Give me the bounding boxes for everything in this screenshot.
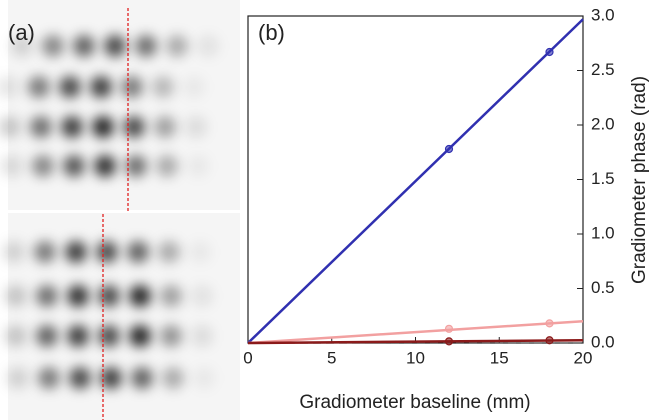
y-tick-label: 0.5 — [591, 278, 615, 297]
fringe-spot — [191, 285, 213, 307]
fringe-spot — [0, 76, 19, 98]
fringe-spot — [34, 241, 56, 263]
data-point — [545, 336, 554, 345]
fringe-spot — [129, 285, 151, 307]
fringe-spot — [98, 285, 120, 307]
fringe-spot — [5, 285, 27, 307]
data-point — [545, 319, 554, 328]
fringe-spot — [59, 76, 81, 98]
x-tick-label: 20 — [574, 348, 593, 367]
fit-line — [247, 339, 584, 345]
panel-label: (b) — [258, 20, 285, 45]
fringe-spot — [11, 35, 33, 57]
fringe-spot — [63, 155, 85, 177]
data-point — [444, 324, 454, 333]
y-tick-label: 1.5 — [591, 169, 615, 188]
fringe-spot — [96, 241, 118, 263]
fringe-spot — [67, 325, 89, 347]
fringe-spot — [0, 116, 21, 138]
fringe-spot — [36, 325, 58, 347]
fringe-spot — [191, 325, 213, 347]
y-tick-label: 2.5 — [591, 60, 615, 79]
fringe-spot — [28, 76, 50, 98]
fringe-spot — [131, 367, 153, 389]
x-tick-label: 0 — [243, 348, 252, 367]
y-tick-label: 0.0 — [591, 332, 615, 351]
image-top — [8, 0, 240, 210]
fringe-spot — [98, 325, 120, 347]
fringe-spot — [67, 285, 89, 307]
fringe-spot — [152, 76, 174, 98]
fringe-spot — [183, 76, 205, 98]
fringe-spot — [38, 367, 60, 389]
fringe-spot — [197, 35, 219, 57]
fringe-spot — [92, 116, 114, 138]
fringe-spot — [3, 241, 25, 263]
fringe-spot — [154, 116, 176, 138]
fringe-spot — [187, 155, 209, 177]
x-axis-label: Gradiometer baseline (mm) — [299, 392, 530, 413]
fringe-spot — [193, 367, 215, 389]
fringe-spot — [94, 155, 116, 177]
x-tick-label: 5 — [327, 348, 336, 367]
x-tick-label: 10 — [406, 348, 425, 367]
data-point — [444, 337, 454, 346]
fringe-spot — [189, 241, 211, 263]
fringe-spot — [160, 285, 182, 307]
fringe-spot — [104, 35, 126, 57]
fringe-spot — [100, 367, 122, 389]
y-tick-label: 2.0 — [591, 114, 615, 133]
data-point — [444, 144, 454, 154]
fringe-spot — [125, 155, 147, 177]
y-tick-label: 3.0 — [591, 5, 615, 24]
fringe-spot — [69, 367, 91, 389]
fit-line — [247, 319, 584, 345]
fringe-spot — [123, 116, 145, 138]
fringe-spot — [36, 285, 58, 307]
fringe-spot — [30, 116, 52, 138]
fringe-pattern — [0, 35, 219, 389]
fringe-spot — [7, 367, 29, 389]
fringe-spot — [5, 325, 27, 347]
fringe-spot — [162, 367, 184, 389]
fringe-spot — [32, 155, 54, 177]
fringe-spot — [158, 241, 180, 263]
fringe-spot — [90, 76, 112, 98]
fringe-spot — [1, 155, 23, 177]
fringe-spot — [166, 35, 188, 57]
fringe-spot — [129, 325, 151, 347]
fringe-spot — [73, 35, 95, 57]
fringe-spot — [61, 116, 83, 138]
y-axis-label: Gradiometer phase (rad) — [629, 76, 650, 284]
fringe-spot — [185, 116, 207, 138]
fringe-spot — [160, 325, 182, 347]
data-point — [545, 47, 554, 57]
fit-line — [247, 18, 584, 344]
y-tick-label: 1.0 — [591, 223, 615, 242]
panel-label: (a) — [8, 20, 35, 45]
fringe-spot — [42, 35, 64, 57]
fringe-spot — [135, 35, 157, 57]
x-tick-label: 15 — [490, 348, 509, 367]
fringe-spot — [121, 76, 143, 98]
fringe-spot — [156, 155, 178, 177]
fringe-spot — [65, 241, 87, 263]
fringe-spot — [127, 241, 149, 263]
